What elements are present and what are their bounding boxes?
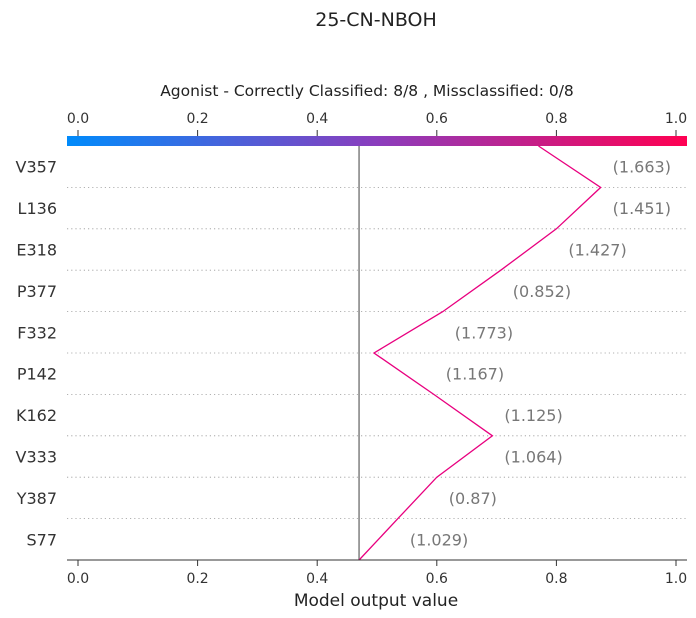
top-tick-label: 0.4 <box>306 111 328 127</box>
chart-title: 25-CN-NBOH <box>315 9 437 31</box>
feature-name-k162: K162 <box>16 406 57 425</box>
bottom-axis-ticks: 0.0 0.2 0.4 0.6 0.8 1.0 <box>67 560 687 587</box>
feature-name-p377: P377 <box>17 282 57 301</box>
feature-name-y387: Y387 <box>16 489 57 508</box>
bottom-tick-label: 0.2 <box>186 571 208 587</box>
decision-path-line <box>358 145 602 561</box>
feature-value-f332: (1.773) <box>455 323 513 342</box>
feature-name-v333: V333 <box>16 448 57 467</box>
colorbar <box>67 136 687 146</box>
top-tick-label: 0.2 <box>186 111 208 127</box>
feature-name-s77: S77 <box>26 530 57 549</box>
top-tick-label: 0.0 <box>67 111 89 127</box>
feature-value-y387: (0.87) <box>449 489 497 508</box>
feature-value-k162: (1.125) <box>504 406 562 425</box>
top-tick-label: 1.0 <box>665 111 687 127</box>
bottom-tick-label: 0.8 <box>545 571 567 587</box>
feature-value-l136: (1.451) <box>613 199 671 218</box>
x-axis-label: Model output value <box>294 591 458 611</box>
feature-value-s77: (1.029) <box>410 530 468 549</box>
top-tick-label: 0.8 <box>545 111 567 127</box>
feature-name-l136: L136 <box>18 199 57 218</box>
bottom-tick-label: 0.0 <box>67 571 89 587</box>
feature-labels: V357 L136 E318 P377 F332 P142 K162 V333 Y387 S77 <box>16 158 57 550</box>
feature-value-p142: (1.167) <box>446 365 504 384</box>
feature-name-e318: E318 <box>16 241 57 260</box>
feature-gridlines <box>67 186 687 519</box>
bottom-tick-label: 1.0 <box>665 571 687 587</box>
bottom-tick-label: 0.6 <box>426 571 448 587</box>
feature-name-f332: F332 <box>17 323 57 342</box>
feature-value-p377: (0.852) <box>513 282 571 301</box>
chart-subtitle: Agonist - Correctly Classified: 8/8 , Mi… <box>160 82 574 100</box>
feature-name-p142: P142 <box>17 365 57 384</box>
top-tick-label: 0.6 <box>426 111 448 127</box>
feature-name-v357: V357 <box>16 158 57 177</box>
top-axis-ticks: 0.0 0.2 0.4 0.6 0.8 1.0 <box>67 111 687 136</box>
feature-value-e318: (1.427) <box>568 241 626 260</box>
feature-value-labels: (1.663) (1.451) (1.427) (0.852) (1.773) (1.16… <box>410 158 671 550</box>
feature-value-v357: (1.663) <box>613 158 671 177</box>
feature-value-v333: (1.064) <box>504 448 562 467</box>
bottom-tick-label: 0.4 <box>306 571 328 587</box>
